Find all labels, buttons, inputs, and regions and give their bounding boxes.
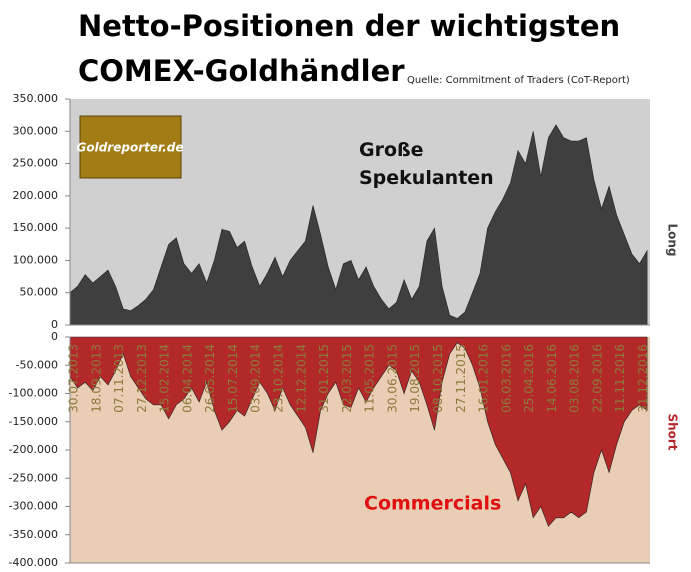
x-tick-label: 31.12.2016 — [636, 344, 650, 413]
y-tick-label: 350.000 — [13, 92, 59, 105]
x-tick-label: 06.04.2014 — [180, 344, 194, 413]
x-tick-label: 31.01.2015 — [317, 344, 331, 413]
y-tick-label: 100.000 — [13, 253, 59, 266]
y-tick-label: 150.000 — [13, 221, 59, 234]
y-tick-label: 50.000 — [20, 286, 59, 299]
x-tick-label: 18.09.2013 — [89, 344, 103, 413]
x-tick-label: 23.10.2014 — [272, 344, 286, 413]
x-tick-label: 07.11.2013 — [112, 344, 126, 413]
y-axis-label: Long — [666, 223, 680, 256]
logo-box — [79, 115, 182, 179]
x-tick-label: 27.11.2015 — [454, 344, 468, 413]
x-tick-label: 30.07.2013 — [67, 344, 81, 413]
chart-title: COMEX-Goldhändler — [78, 54, 405, 88]
series-label: Große Spekulanten — [359, 139, 494, 189]
area — [69, 124, 648, 326]
x-tick-label: 30.06.2015 — [385, 344, 399, 413]
x-tick-label: 25.04.2016 — [522, 344, 536, 413]
x-tick-label: 03.09.2014 — [249, 344, 263, 413]
x-tick-label: 11.05.2015 — [363, 344, 377, 413]
y-tick-label: 200.000 — [13, 189, 59, 202]
y-tick-label: 300.000 — [13, 124, 59, 137]
x-tick-label: 12.12.2014 — [294, 344, 308, 413]
x-tick-label: 08.10.2015 — [431, 344, 445, 413]
y-tick-label: -150.000 — [9, 415, 58, 428]
x-tick-label: 11.11.2016 — [613, 344, 627, 413]
y-axis-label: Short — [666, 413, 680, 450]
area — [69, 336, 648, 527]
y-tick-label: -350.000 — [9, 528, 58, 541]
x-tick-label: 14.06.2016 — [545, 344, 559, 413]
x-tick-label: 27.12.2013 — [135, 344, 149, 413]
y-tick-label: -100.000 — [9, 387, 58, 400]
series-label: Commercials — [364, 493, 501, 515]
x-tick-label: 03.08.2016 — [568, 344, 582, 413]
y-tick-label: 0 — [51, 318, 58, 331]
chart-title: Netto-Positionen der wichtigsten — [78, 9, 620, 43]
logo: Goldreporter.de — [77, 141, 184, 155]
x-tick-label: 22.03.2015 — [340, 344, 354, 413]
x-tick-label: 15.02.2014 — [158, 344, 172, 413]
y-tick-label: 250.000 — [13, 157, 59, 170]
x-tick-label: 16.01.2016 — [477, 344, 491, 413]
x-tick-label: 19.08.2015 — [408, 344, 422, 413]
y-tick-label: 0 — [51, 330, 58, 343]
x-tick-label: 06.03.2016 — [499, 344, 513, 413]
source: Quelle: Commitment of Traders (CoT-Repor… — [407, 75, 630, 86]
y-tick-label: -50.000 — [16, 358, 58, 371]
x-tick-label: 22.09.2016 — [590, 344, 604, 413]
x-tick-label: 15.07.2014 — [226, 344, 240, 413]
y-tick-label: -300.000 — [9, 500, 58, 513]
y-tick-label: -200.000 — [9, 443, 58, 456]
x-tick-label: 26.05.2014 — [203, 344, 217, 413]
y-tick-label: -250.000 — [9, 471, 58, 484]
y-tick-label: -400.000 — [9, 556, 58, 569]
